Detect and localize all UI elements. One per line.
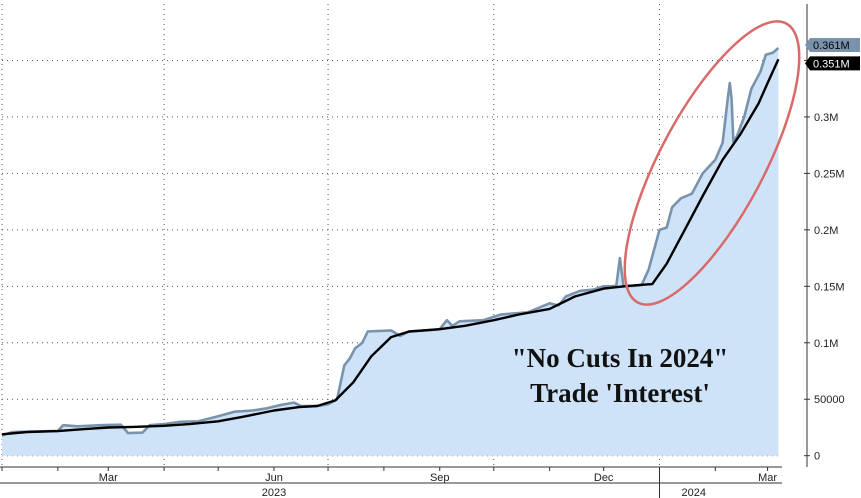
annotation-line-1: "No Cuts In 2024"	[512, 343, 729, 373]
series-lines	[1, 47, 780, 437]
x-tick-label: Dec	[594, 472, 614, 484]
x-tick-label: Sep	[430, 472, 450, 484]
last-value-badge-2-shape	[805, 56, 860, 71]
x-tick-label: Jun	[265, 472, 283, 484]
y-tick-label: 0.25M	[814, 168, 845, 180]
annotations: "No Cuts In 2024" Trade 'Interest'	[512, 20, 801, 408]
year-label: 2023	[262, 487, 286, 498]
area-fill-series-1	[2, 48, 779, 456]
y-tick-label: 0.2M	[814, 225, 838, 237]
last-value-badge-1-label: 0.361M	[813, 40, 850, 52]
annotation-line-2: Trade 'Interest'	[530, 378, 710, 408]
x-tick-label: Mar	[99, 472, 118, 484]
last-value-badge-1-shape	[805, 38, 860, 53]
series-line-1	[1, 47, 780, 437]
last-value-badge-2-label: 0.351M	[813, 58, 850, 70]
x-tick-label: Mar	[758, 472, 777, 484]
last-value-badges: 0.361M 0.351M	[805, 38, 860, 71]
y-tick-label: 0.3M	[814, 112, 838, 124]
area-fill	[2, 48, 779, 456]
series-line-2	[1, 58, 780, 436]
y-tick-label: 0	[814, 451, 820, 463]
y-tick-label: 0.1M	[814, 338, 838, 350]
highlight-ellipse	[623, 20, 801, 306]
year-label: 2024	[681, 487, 705, 498]
y-tick-label: 50000	[814, 394, 845, 406]
grid	[1, 4, 782, 467]
y-tick-label: 0.15M	[814, 281, 845, 293]
